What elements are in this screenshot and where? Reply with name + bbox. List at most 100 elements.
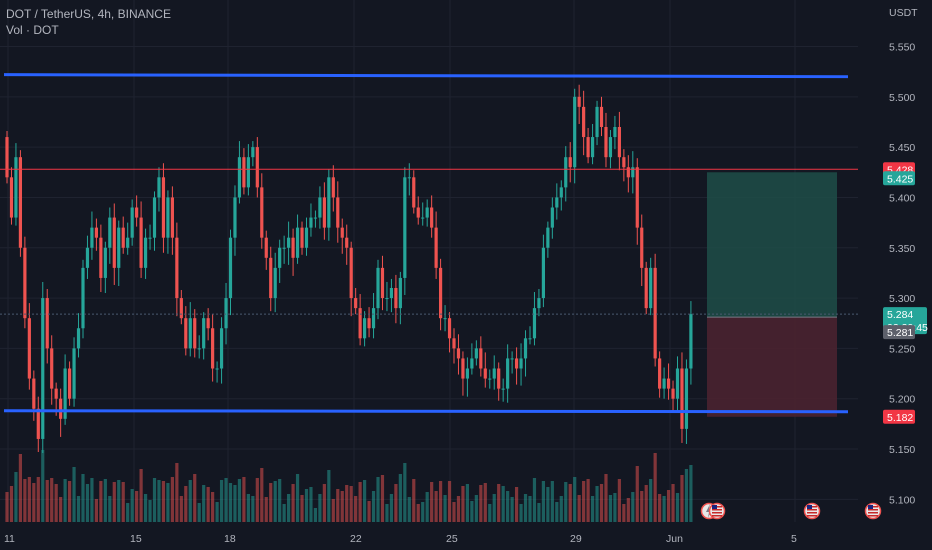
candle-body (233, 197, 237, 238)
target-price-tag: 5.425 (887, 173, 913, 185)
candle-body (497, 368, 501, 389)
candle-body (67, 368, 72, 399)
volume-bar (59, 497, 63, 522)
volume-bar (54, 484, 58, 522)
event-icons[interactable] (700, 502, 882, 520)
volume-bar (94, 499, 98, 522)
candle-body (63, 368, 67, 419)
volume-bar (255, 478, 259, 522)
volume-bar (354, 496, 358, 522)
volume-indicator-label[interactable]: Vol · DOT (6, 23, 59, 37)
icon-canton (712, 505, 717, 509)
volume-bar (430, 482, 434, 522)
candle-body (519, 358, 523, 369)
candle-body (447, 318, 452, 339)
symbol-title[interactable]: DOT / TetherUS, 4h, BINANCE (6, 7, 171, 21)
volume-bar (282, 504, 286, 522)
volume-bar (461, 486, 465, 522)
candle-body (336, 197, 340, 228)
volume-bar (103, 479, 107, 522)
candle-body (537, 298, 541, 309)
candle-body (345, 237, 349, 248)
volume-bar (680, 475, 684, 522)
volume-bar (675, 493, 680, 522)
volume-bar (45, 480, 49, 522)
position-zones[interactable] (707, 172, 837, 417)
volume-bar (50, 478, 54, 522)
volume-bar (322, 484, 326, 522)
price-tick-label: 5.500 (889, 92, 915, 104)
time-tick-label: 18 (224, 533, 236, 545)
price-tick-label: 5.150 (889, 444, 915, 456)
candle-body (465, 368, 470, 379)
candle-body (161, 177, 166, 238)
volume-bar (363, 480, 367, 522)
candle-body (662, 378, 666, 389)
volume-bar (336, 489, 340, 522)
icon-stripe (807, 512, 817, 514)
candle-body (5, 137, 9, 178)
volume-bar (443, 495, 447, 522)
us-flag-icon[interactable] (708, 502, 726, 520)
volume-bar (631, 492, 635, 522)
price-tick-label: 5.450 (889, 142, 915, 154)
grid (0, 0, 858, 522)
candle-body (461, 358, 465, 379)
candle-body (443, 318, 447, 320)
candle-body (479, 348, 483, 369)
volume-bar (470, 501, 474, 522)
target-price-tag-bg (883, 171, 915, 186)
volume-bar (577, 495, 581, 522)
channel-top-line (3, 73, 849, 79)
price-axis[interactable]: USDT 5.100 5.150 5.200 5.250 5.300 5.350 5.400… (889, 7, 918, 506)
volume-bar (278, 479, 282, 522)
candle-body (36, 408, 40, 439)
candle-body (506, 358, 510, 389)
volume-bar (166, 483, 170, 522)
volume-bar (644, 485, 648, 522)
time-axis[interactable]: 11 15 18 22 25 29 Jun 5 (4, 533, 797, 545)
drawn-lines[interactable] (0, 73, 858, 414)
volume-bar (112, 482, 116, 522)
candle-body (358, 308, 362, 339)
candle-body (135, 207, 139, 218)
volume-bar (635, 466, 639, 522)
us-flag-icon[interactable] (864, 502, 882, 520)
icon-canton (807, 505, 812, 509)
stop-price-tag: 5.182 (887, 412, 913, 424)
volume-bar (573, 477, 577, 522)
icon-stripe (807, 515, 817, 517)
volume-bar (510, 497, 514, 522)
candle-body (295, 227, 300, 258)
volume-bar (85, 484, 90, 522)
stop-price-tag-bg (883, 409, 915, 424)
volume-bar (376, 477, 380, 522)
volume-bar (215, 502, 219, 522)
candle-body (425, 207, 429, 218)
time-tick-label: 5 (791, 533, 797, 545)
us-flag-icon[interactable] (803, 502, 821, 520)
volume-bar (403, 463, 407, 522)
volume-bar (269, 483, 273, 522)
volume-bar (23, 479, 27, 522)
candle-body (143, 237, 148, 268)
candle-body (251, 147, 255, 158)
candle-body (354, 298, 358, 309)
candle-body (121, 227, 125, 248)
volume-bar (425, 492, 429, 522)
volume-bar (555, 502, 559, 522)
candle-body (546, 227, 550, 248)
volume-bar (380, 475, 385, 522)
volume-bar (130, 489, 134, 522)
volume-bar (188, 480, 192, 522)
candle-body (421, 217, 425, 219)
volume-bar (568, 484, 572, 522)
candle-body (510, 358, 514, 360)
candle-body (367, 318, 371, 329)
volume-bar (474, 495, 478, 522)
candle-body (304, 227, 309, 248)
candle-body (23, 247, 27, 319)
candle-body (184, 318, 188, 349)
chart-legend[interactable]: DOT / TetherUS, 4h, BINANCE Vol · DOT (6, 6, 171, 38)
